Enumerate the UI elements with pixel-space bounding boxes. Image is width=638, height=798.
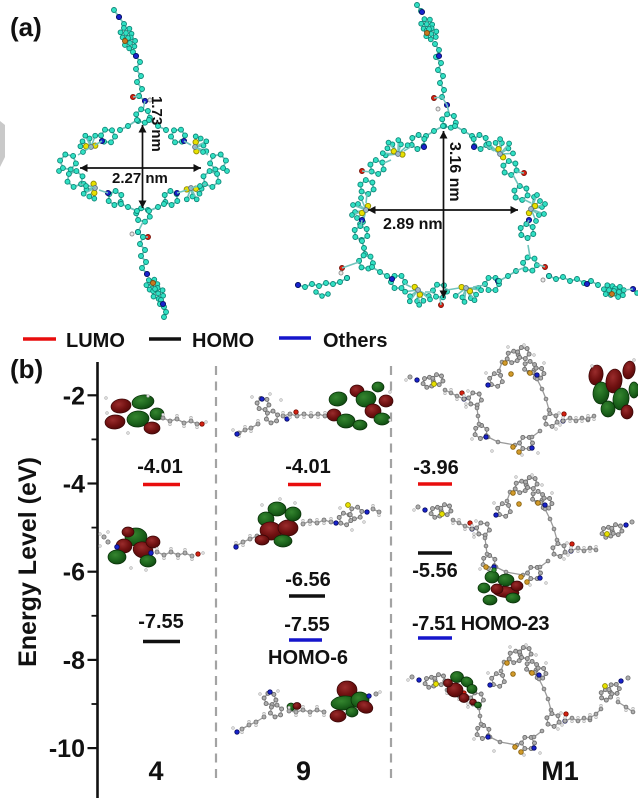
svg-text:-3.96: -3.96: [413, 457, 459, 479]
svg-text:4: 4: [148, 756, 163, 786]
svg-text:-10: -10: [49, 735, 85, 763]
svg-text:-8: -8: [63, 647, 85, 675]
svg-text:2.89 nm: 2.89 nm: [383, 216, 443, 233]
svg-text:Energy Level (eV): Energy Level (eV): [14, 457, 42, 667]
svg-text:-7.55: -7.55: [138, 611, 184, 633]
svg-text:-2: -2: [63, 382, 85, 410]
svg-text:LUMO: LUMO: [66, 330, 125, 352]
svg-text:HOMO: HOMO: [192, 330, 254, 352]
svg-text:-6.56: -6.56: [285, 569, 331, 591]
svg-text:-7.51 HOMO-23: -7.51 HOMO-23: [412, 613, 549, 635]
svg-text:-4: -4: [63, 471, 85, 499]
svg-text:-4.01: -4.01: [285, 456, 331, 478]
svg-text:Others: Others: [323, 330, 387, 352]
svg-text:-7.55: -7.55: [284, 614, 330, 636]
svg-text:1.73 nm: 1.73 nm: [148, 96, 165, 152]
svg-text:3.16 nm: 3.16 nm: [446, 142, 463, 202]
svg-text:-4.01: -4.01: [137, 456, 183, 478]
svg-text:9: 9: [296, 756, 311, 786]
svg-text:HOMO-6: HOMO-6: [268, 647, 348, 669]
svg-text:M1: M1: [541, 756, 579, 786]
svg-text:(a): (a): [10, 12, 42, 42]
svg-text:-5.56: -5.56: [412, 560, 458, 582]
svg-text:2.27 nm: 2.27 nm: [112, 170, 168, 187]
svg-text:-6: -6: [63, 559, 85, 587]
svg-text:(b): (b): [10, 354, 43, 384]
